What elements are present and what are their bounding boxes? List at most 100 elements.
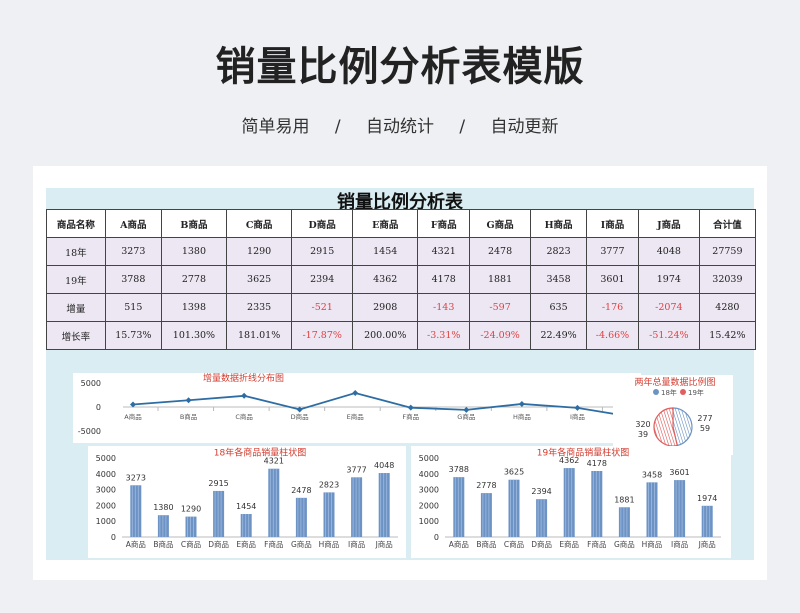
x-tick-label: E商品	[236, 539, 256, 549]
table-cell: 15.73%	[104, 321, 162, 350]
bar-group	[213, 490, 225, 537]
pie-hatch	[662, 408, 676, 446]
table-cell: 32039	[698, 265, 757, 294]
x-tick-label: I商品	[348, 539, 365, 549]
table-cell: 2823	[530, 237, 588, 266]
legend-label: 19年	[688, 388, 704, 397]
table-cell: 200.00%	[352, 321, 419, 350]
bar	[480, 493, 492, 537]
table-cell: 2394	[291, 265, 354, 294]
data-label: 3777	[346, 465, 366, 474]
data-point	[518, 400, 525, 407]
bar-group	[295, 497, 307, 537]
header-cell: 商品名称	[46, 209, 106, 238]
data-point	[185, 397, 192, 404]
data-point	[574, 404, 581, 411]
table-cell: 3458	[530, 265, 588, 294]
x-tick-label: G商品	[291, 539, 312, 549]
bar-group	[536, 499, 548, 537]
row-label: 18年	[46, 237, 106, 266]
data-label: 2394	[531, 487, 551, 496]
pie-value-label: 59	[700, 424, 710, 433]
tag-auto-update: 自动更新	[490, 117, 559, 137]
row-label: 19年	[46, 265, 106, 294]
bar	[351, 477, 363, 537]
bar-group	[563, 468, 575, 537]
y-tick-label: 5000	[419, 454, 439, 463]
bar	[295, 497, 307, 537]
x-tick-label: D商品	[291, 412, 309, 421]
bar-group	[378, 473, 390, 537]
bar-chart-18: 18年各商品销量柱状图 5000 4000 3000 2000 1000 0 3273 A商品 1…	[96, 447, 398, 549]
y-tick-label: 2000	[419, 501, 439, 510]
bar-chart-19: 19年各商品销量柱状图 5000 4000 3000 2000 1000 0 3788 A商品 2…	[419, 447, 721, 549]
data-label: 3601	[669, 468, 689, 477]
table-cell: -3.31%	[417, 321, 471, 350]
data-label: 1290	[181, 505, 201, 514]
x-tick-label: I商品	[570, 412, 585, 421]
table-cell: 2778	[160, 265, 228, 294]
bar	[213, 490, 225, 537]
bar-chart-19-panel: 19年各商品销量柱状图 5000 4000 3000 2000 1000 0 3788 A商品 2…	[411, 446, 731, 558]
pie-hatch	[674, 408, 688, 446]
bar	[157, 515, 169, 537]
table-cell: -51.24%	[637, 321, 700, 350]
x-tick-label: D商品	[208, 539, 229, 549]
table-cell: 2908	[352, 293, 419, 322]
sales-table: 商品名称 A商品 B商品 C商品 D商品 E商品 F商品 G商品 H商品 I商品…	[46, 209, 757, 350]
bar-group	[323, 492, 335, 537]
header-cell: J商品	[637, 209, 700, 238]
x-tick-label: E商品	[559, 539, 579, 549]
pie-hatch	[656, 408, 670, 446]
bar-chart-18-panel: 18年各商品销量柱状图 5000 4000 3000 2000 1000 0 3273 A商品 1…	[88, 446, 406, 558]
bar-group	[646, 482, 658, 537]
bar-group	[674, 480, 686, 537]
x-tick-label: G商品	[614, 539, 635, 549]
bar-group	[268, 468, 280, 537]
data-label: 2823	[319, 480, 339, 489]
bar	[508, 479, 520, 537]
data-label: 4178	[587, 459, 607, 468]
table-cell: 4048	[637, 237, 700, 266]
line-chart-panel: 增量数据折线分布图 5000 0 -5000 A商品 B商品 C商品 D商品 E商品 F商品 G商品…	[73, 372, 659, 443]
pie-value-label: 277	[697, 414, 712, 423]
table-cell: 4321	[417, 237, 471, 266]
table-cell: -24.09%	[469, 321, 532, 350]
table-cell: 3625	[226, 265, 293, 294]
data-point	[130, 401, 136, 408]
bar	[323, 492, 335, 537]
bar-group	[351, 477, 363, 537]
x-tick-label: A商品	[449, 539, 469, 549]
tag-auto-stat: 自动统计	[366, 117, 434, 137]
data-point	[296, 406, 303, 413]
table-cell: 1454	[352, 237, 419, 266]
y-tick-label: 5000	[81, 379, 101, 388]
legend-marker	[653, 389, 659, 395]
spreadsheet-card: 销量比例分析表 商品名称 A商品 B商品 C商品 D商品 E商品 F商品 G商品…	[33, 166, 767, 580]
x-tick-label: G商品	[457, 412, 475, 421]
x-tick-label: H商品	[319, 539, 340, 549]
row-label: 增量	[46, 293, 106, 322]
x-tick-label: J商品	[698, 539, 716, 549]
header-cell: D商品	[291, 209, 354, 238]
table-cell: 101.30%	[160, 321, 228, 350]
bar	[268, 468, 280, 537]
y-tick-label: 5000	[96, 454, 116, 463]
data-label: 3625	[504, 468, 524, 477]
page-title: 销量比例分析表模版	[215, 44, 585, 90]
header-cell: F商品	[417, 209, 471, 238]
x-tick-label: F商品	[587, 539, 606, 549]
table-cell: 181.01%	[226, 321, 293, 350]
header-cell: 合计值	[698, 209, 757, 238]
x-tick-label: J商品	[375, 539, 393, 549]
data-label: 1380	[153, 503, 173, 512]
bar	[240, 514, 252, 537]
y-tick-label: 4000	[96, 470, 116, 479]
chart-title: 18年各商品销量柱状图	[214, 447, 306, 459]
x-tick-label: E商品	[347, 412, 364, 421]
table-cell: 3273	[104, 237, 162, 266]
x-tick-label: C商品	[181, 539, 201, 549]
table-row: 18年 3273 1380 1290 2915 1454 4321 2478 2823 3777 4…	[46, 237, 757, 266]
header-cell: G商品	[469, 209, 532, 238]
